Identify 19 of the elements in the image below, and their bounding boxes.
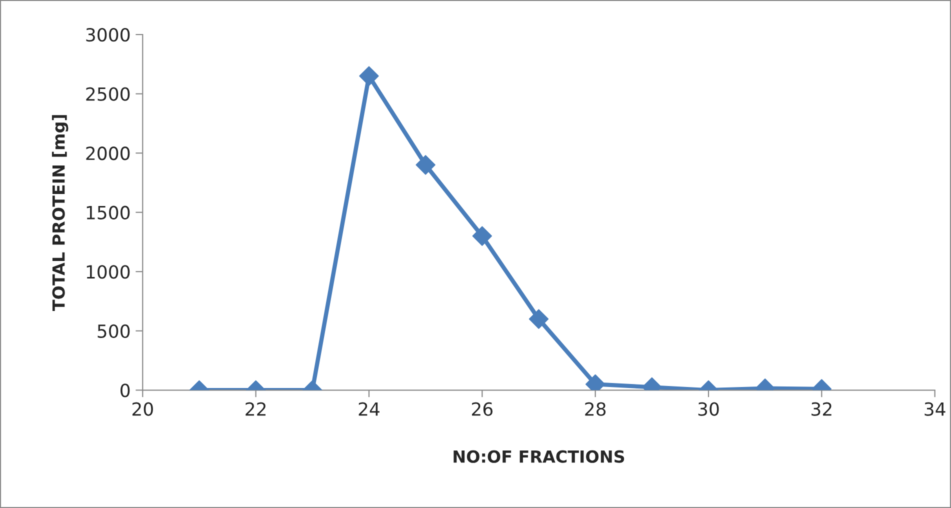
- x-tick-label: 30: [698, 402, 719, 416]
- x-axis-title: NO:OF FRACTIONS: [454, 450, 624, 463]
- y-tick-label: 2500: [86, 87, 130, 101]
- x-tick-label: 32: [812, 402, 832, 416]
- y-tick-label: 0: [120, 384, 130, 398]
- y-tick-label: 1500: [86, 206, 130, 220]
- x-tick-label: 20: [132, 402, 153, 416]
- y-tick-label: 3000: [86, 28, 130, 42]
- x-tick-label: 28: [585, 402, 606, 416]
- x-tick-label: 22: [246, 402, 266, 416]
- y-tick-label: 500: [98, 324, 130, 338]
- y-axis-title: TOTAL PROTEIN [mg]: [52, 115, 68, 311]
- x-tick-label: 34: [924, 402, 946, 416]
- x-tick-label: 24: [358, 402, 380, 416]
- point: [416, 155, 436, 175]
- point: [472, 226, 492, 246]
- y-tick-label: 2000: [86, 146, 130, 160]
- y-tick-label: 1000: [86, 265, 130, 279]
- x-tick-label: 26: [472, 402, 493, 416]
